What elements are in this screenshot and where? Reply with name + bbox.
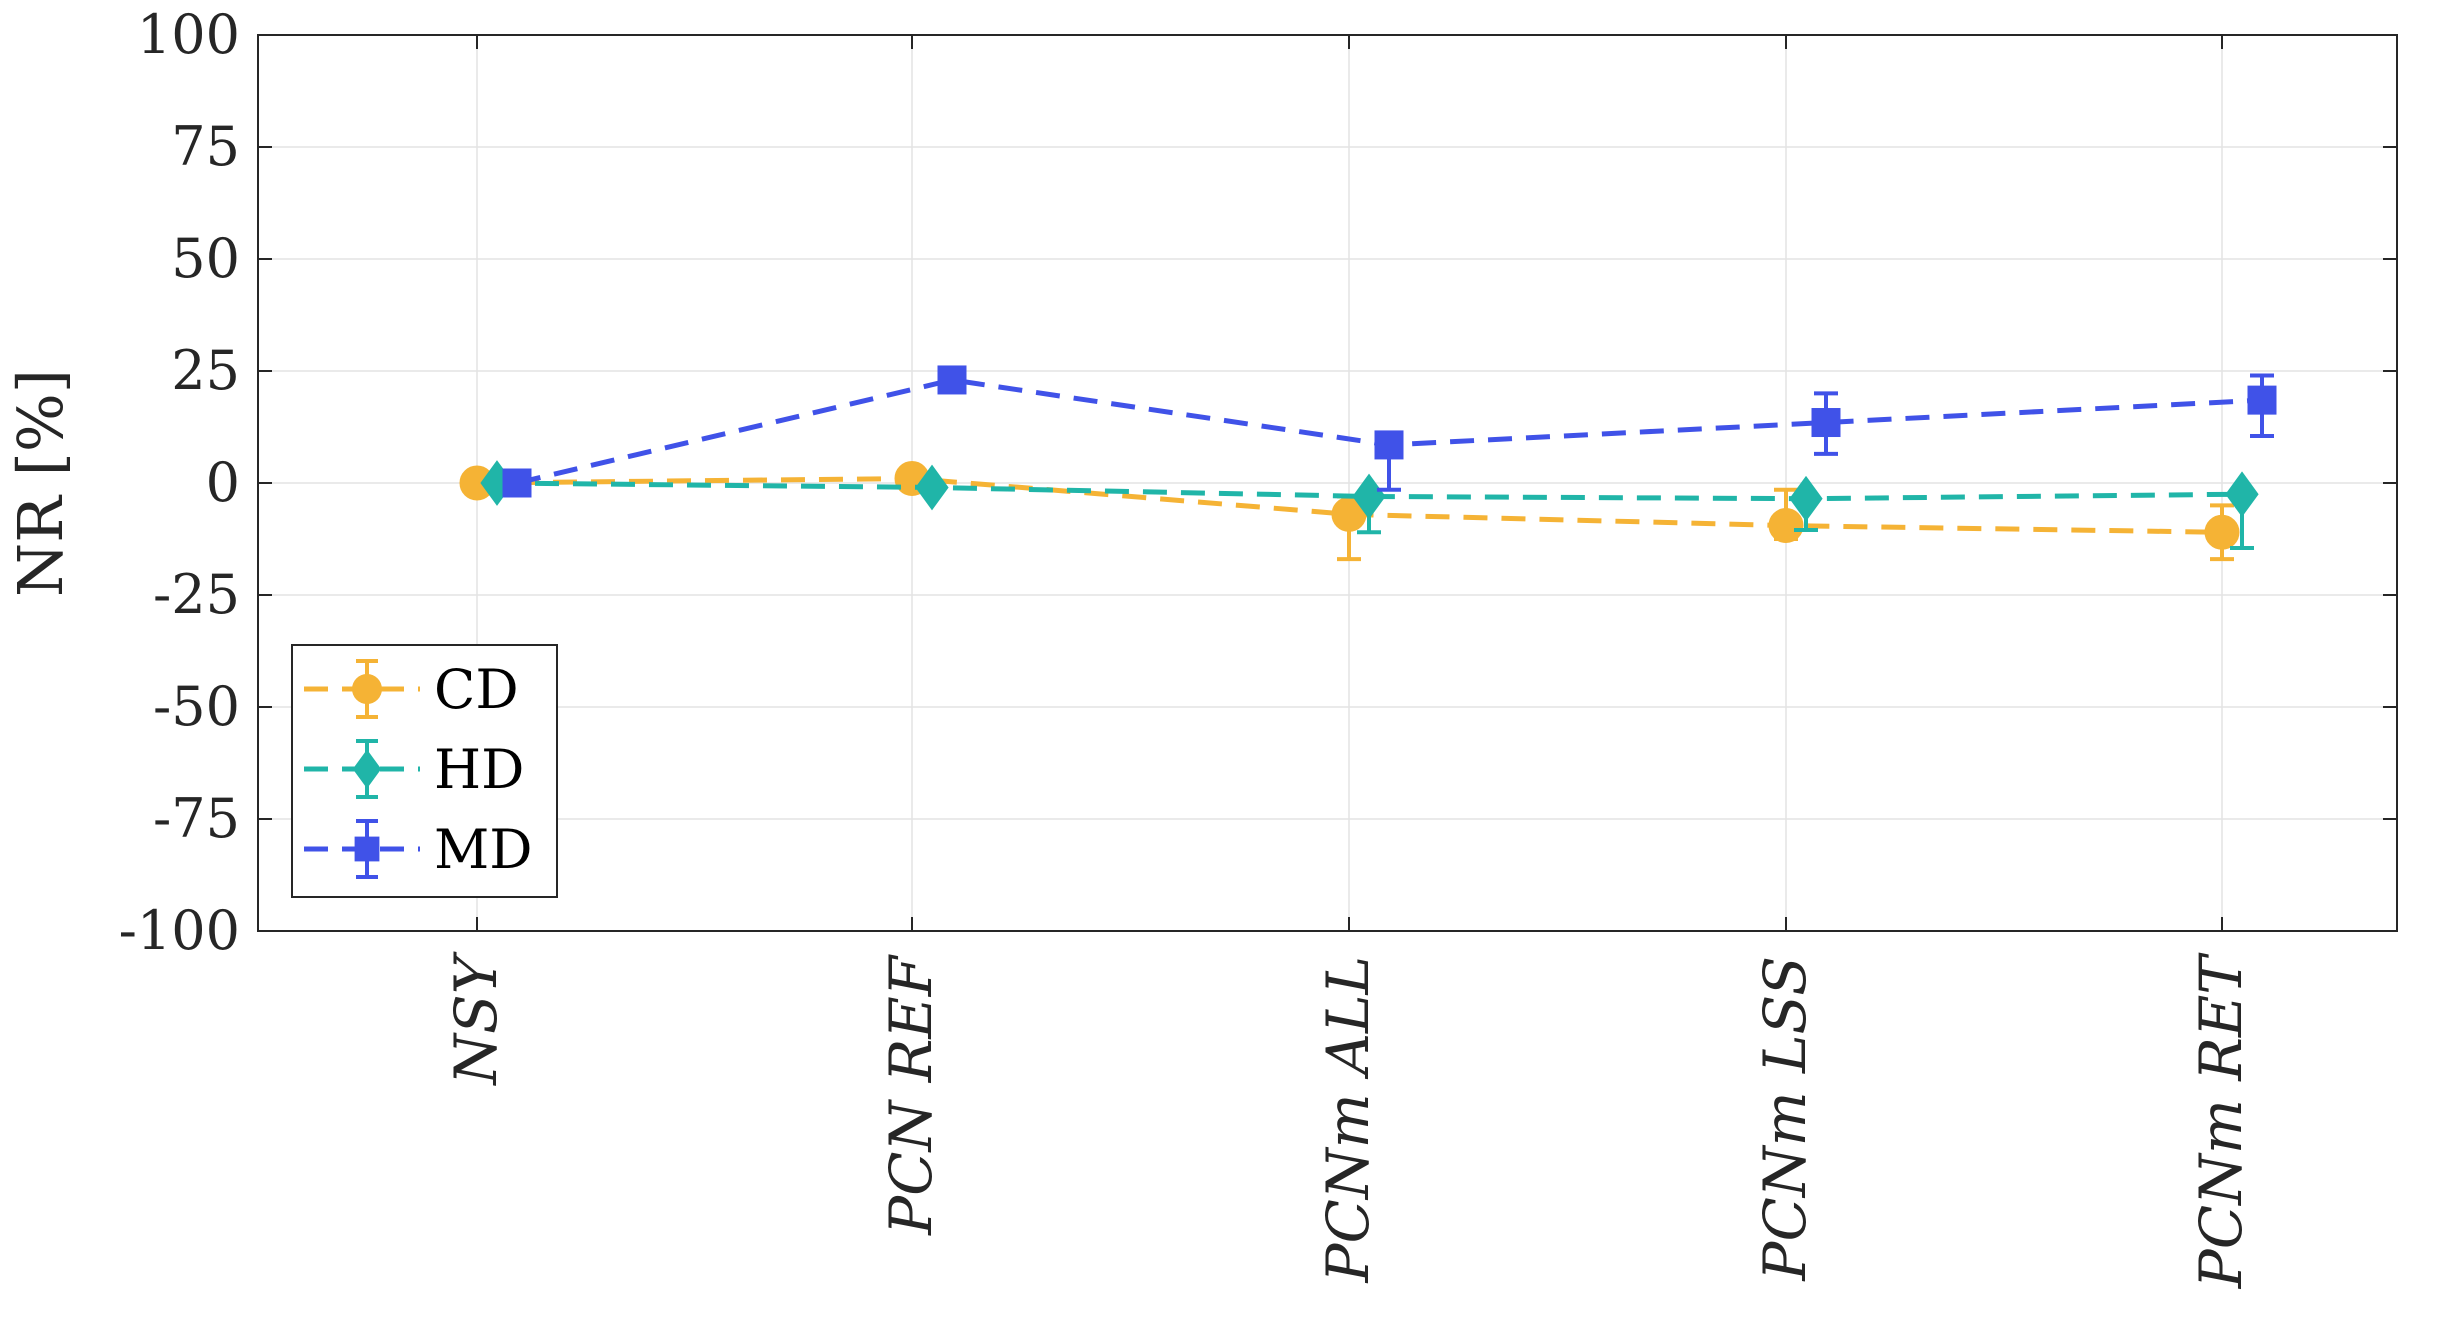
data-point-marker — [1811, 408, 1841, 438]
data-point-marker — [352, 674, 382, 704]
y-tick-label: 50 — [171, 227, 240, 290]
x-category-label: PCNm LSS — [1751, 956, 1819, 1282]
x-category-label: PCNm ALL — [1314, 956, 1382, 1284]
y-tick-label: 75 — [171, 115, 240, 178]
data-point-marker — [937, 365, 967, 395]
data-point-marker — [1374, 430, 1404, 460]
series-layer — [459, 365, 2277, 562]
legend-item-hd: HD — [304, 738, 524, 801]
data-point-marker — [502, 468, 532, 498]
series-hd — [480, 460, 2259, 550]
legend-box — [291, 644, 558, 898]
data-point-marker — [1789, 475, 1823, 522]
data-point-marker — [2225, 471, 2259, 518]
axes: 100 75 50 25 0 -25 -50 -75 -100 NSY PCN REF PCNm AL… — [119, 3, 2398, 1290]
y-tick-label: 100 — [137, 3, 240, 66]
x-category-label: NSY — [442, 951, 510, 1086]
legend-label: MD — [434, 818, 533, 881]
data-point-marker — [2247, 385, 2277, 415]
data-point-marker — [915, 464, 949, 511]
legend-item-cd: CD — [304, 658, 519, 721]
x-category-label: PCNm RET — [2187, 952, 2255, 1290]
data-point-marker — [352, 749, 382, 789]
series-line — [476, 476, 2223, 535]
y-tick-label: -75 — [153, 787, 240, 850]
data-point-marker — [354, 836, 380, 862]
plot-area-border — [257, 34, 2398, 932]
y-tick-label: 25 — [171, 339, 240, 402]
x-category-label: PCN REF — [877, 954, 945, 1236]
y-tick-label: -100 — [119, 899, 240, 962]
y-axis-title: NR [%] — [4, 369, 77, 597]
legend-item-md: MD — [304, 818, 533, 881]
series-line — [496, 480, 2243, 502]
y-tick-label: -50 — [153, 675, 240, 738]
series-md — [502, 365, 2277, 498]
data-point-marker — [2204, 514, 2240, 550]
legend-label: CD — [434, 658, 519, 721]
y-tick-label: 0 — [206, 451, 240, 514]
data-point-marker — [1768, 508, 1804, 544]
y-tick-label: -25 — [153, 563, 240, 626]
legend: CD HD MD — [291, 644, 558, 898]
legend-label: HD — [434, 738, 524, 801]
